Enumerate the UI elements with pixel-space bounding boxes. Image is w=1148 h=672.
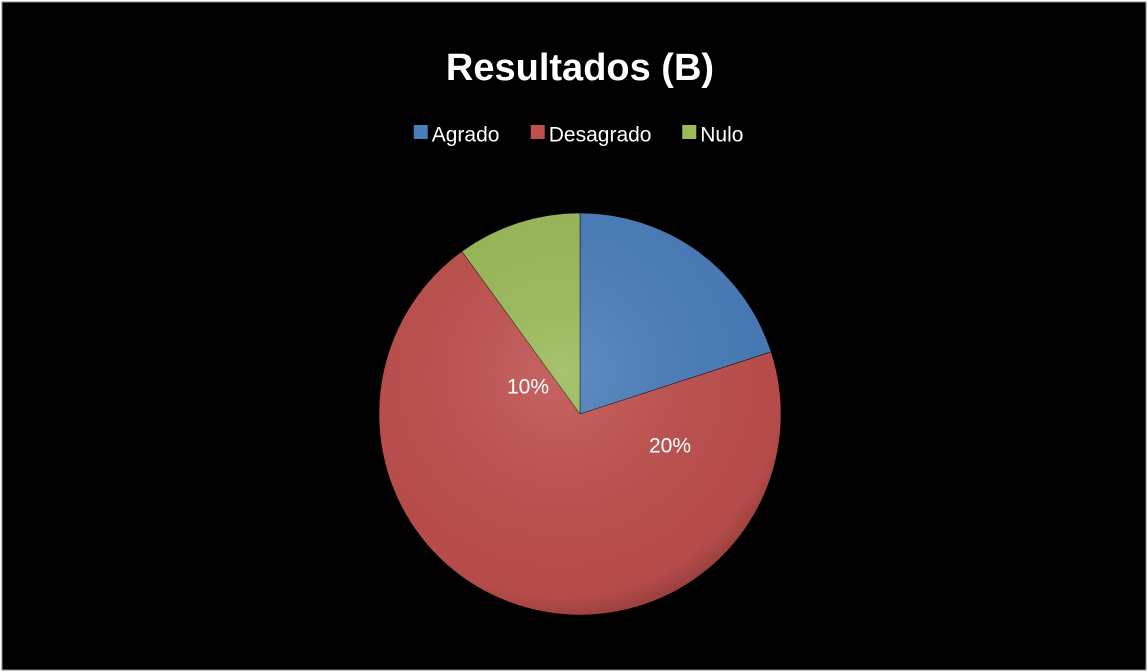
legend-swatch [682, 125, 697, 139]
data-label: 20% [649, 435, 691, 458]
legend-swatch [530, 125, 545, 139]
chart-title: Resultados (B) [446, 47, 714, 89]
legend-label: Nulo [700, 124, 743, 147]
legend-label: Desagrado [549, 124, 652, 147]
legend-label: Agrado [432, 124, 500, 147]
data-label: 10% [507, 376, 549, 399]
legend-swatch [413, 125, 428, 139]
